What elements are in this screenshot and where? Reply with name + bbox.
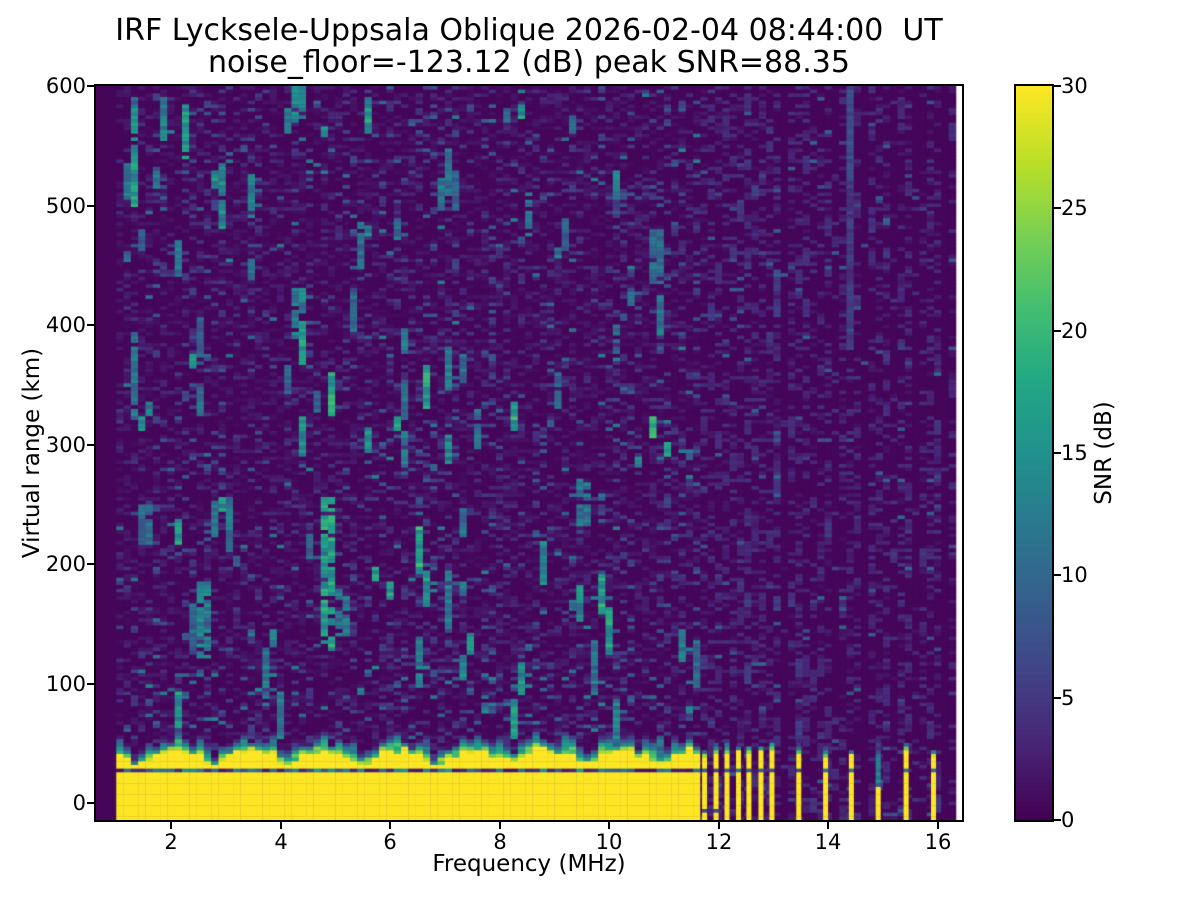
colorbar-tick-mark	[1054, 452, 1061, 454]
colorbar-tick-label: 0	[1061, 808, 1075, 832]
x-tick-label: 14	[814, 830, 842, 854]
y-tick-label: 400	[45, 313, 86, 337]
chart-subtitle: noise_floor=-123.12 (dB) peak SNR=88.35	[208, 45, 850, 80]
y-tick-mark	[87, 802, 94, 804]
colorbar-tick-mark	[1054, 819, 1061, 821]
x-tick-label: 16	[924, 830, 952, 854]
x-tick-label: 4	[274, 830, 288, 854]
colorbar-tick-mark	[1054, 330, 1061, 332]
heatmap-canvas	[96, 86, 962, 820]
colorbar-label: SNR (dB)	[1091, 401, 1117, 505]
y-tick-mark	[87, 683, 94, 685]
x-tick-label: 10	[595, 830, 623, 854]
x-tick-mark	[608, 822, 610, 829]
colorbar-tick-label: 20	[1061, 319, 1088, 343]
colorbar-tick-label: 15	[1061, 441, 1088, 465]
colorbar-tick-label: 30	[1061, 74, 1088, 98]
x-tick-mark	[170, 822, 172, 829]
colorbar-gradient-canvas	[1016, 86, 1052, 820]
colorbar-tick-mark	[1054, 85, 1061, 87]
x-tick-mark	[827, 822, 829, 829]
x-tick-label: 6	[383, 830, 397, 854]
y-tick-label: 0	[72, 791, 86, 815]
x-tick-mark	[280, 822, 282, 829]
x-tick-mark	[718, 822, 720, 829]
y-tick-label: 600	[45, 74, 86, 98]
chart-title: IRF Lycksele-Uppsala Oblique 2026-02-04 …	[115, 13, 943, 48]
x-tick-label: 8	[493, 830, 507, 854]
x-tick-mark	[389, 822, 391, 829]
x-tick-label: 2	[164, 830, 178, 854]
colorbar-tick-label: 25	[1061, 196, 1088, 220]
y-tick-mark	[87, 85, 94, 87]
y-tick-label: 300	[45, 433, 86, 457]
y-tick-mark	[87, 563, 94, 565]
x-axis-label: Frequency (MHz)	[432, 851, 626, 877]
y-tick-label: 100	[45, 672, 86, 696]
y-tick-label: 500	[45, 194, 86, 218]
x-tick-label: 12	[705, 830, 733, 854]
x-tick-mark	[499, 822, 501, 829]
colorbar-tick-label: 10	[1061, 563, 1088, 587]
colorbar-tick-mark	[1054, 574, 1061, 576]
y-tick-label: 200	[45, 552, 86, 576]
y-axis-label: Virtual range (km)	[19, 347, 45, 559]
y-tick-mark	[87, 324, 94, 326]
colorbar-tick-mark	[1054, 697, 1061, 699]
colorbar-tick-mark	[1054, 207, 1061, 209]
x-tick-mark	[937, 822, 939, 829]
colorbar-tick-label: 5	[1061, 686, 1075, 710]
y-tick-mark	[87, 444, 94, 446]
y-tick-mark	[87, 205, 94, 207]
